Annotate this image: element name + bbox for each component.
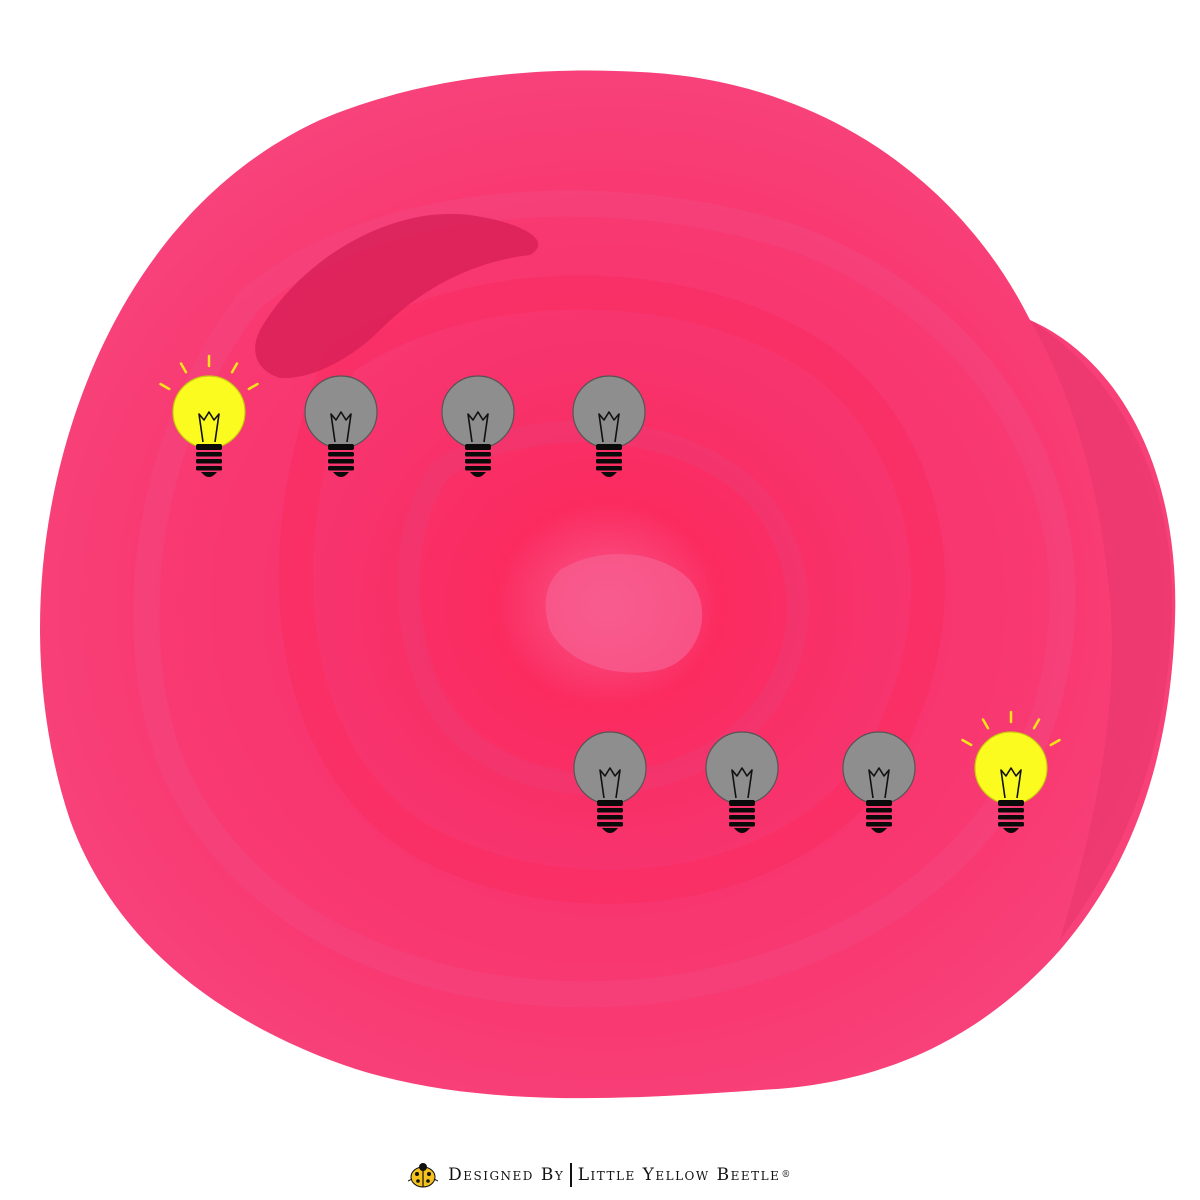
bulb-filament: [599, 767, 621, 799]
blob-edge-right: [1030, 320, 1173, 940]
light-rays: [961, 710, 1061, 747]
designed-by-text: Designed By: [448, 1165, 565, 1185]
bulb-filament: [467, 411, 489, 443]
brand-name: Little Yellow Beetle: [577, 1165, 781, 1185]
bulb-filament: [1000, 767, 1022, 799]
unlit-bulb-icon: [705, 731, 779, 833]
unlit-bulb-icon: [572, 375, 646, 477]
bulb-base: [597, 800, 623, 833]
bulb-filament: [330, 411, 352, 443]
bulb-filament: [868, 767, 890, 799]
registered-mark: ®: [781, 1170, 792, 1180]
bulb-base: [465, 444, 491, 477]
unlit-bulb-icon: [573, 731, 647, 833]
bulb-filament: [731, 767, 753, 799]
bulb-base: [196, 444, 222, 477]
credit-footer: Designed By Little Yellow Beetle ®: [0, 1155, 1200, 1195]
lit-bulb-icon: [159, 354, 259, 477]
light-bulbs: [159, 354, 1061, 833]
bulb-base: [998, 800, 1024, 833]
unlit-bulb-icon: [441, 375, 515, 477]
bulb-filament: [198, 411, 220, 443]
footer-separator: [570, 1163, 572, 1187]
bulb-base: [328, 444, 354, 477]
pink-watercolor-blob: [40, 70, 1176, 1099]
lit-bulb-icon: [961, 710, 1061, 833]
light-rays: [159, 354, 259, 391]
unlit-bulb-icon: [304, 375, 378, 477]
blob-light-center: [545, 553, 703, 673]
blob-dark-streak: [255, 213, 539, 379]
bulb-base: [729, 800, 755, 833]
bulb-base: [866, 800, 892, 833]
bulb-base: [596, 444, 622, 477]
bulb-filament: [598, 411, 620, 443]
ladybug-icon: [408, 1163, 439, 1188]
blob-swirl-outer: [133, 190, 1076, 1008]
unlit-bulb-icon: [842, 731, 916, 833]
